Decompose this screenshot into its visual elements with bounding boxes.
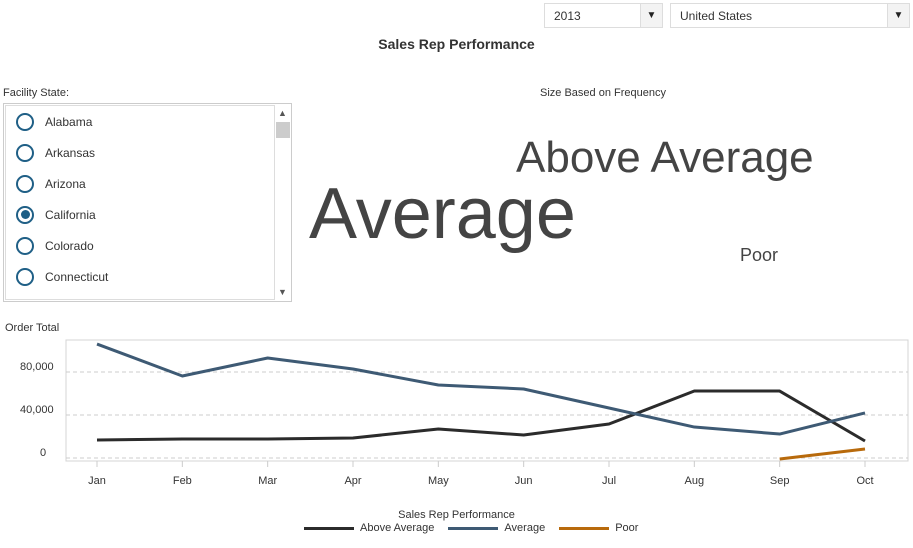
x-tick-label: Aug bbox=[685, 475, 705, 487]
x-tick-label: Feb bbox=[173, 475, 192, 487]
list-item[interactable]: District of Columbia bbox=[6, 292, 274, 299]
radio-button[interactable] bbox=[16, 174, 34, 193]
x-tick-label: Apr bbox=[344, 475, 361, 487]
legend-label: Poor bbox=[615, 522, 639, 534]
facility-state-label: Facility State: bbox=[3, 87, 70, 99]
scroll-down-icon[interactable]: ▼ bbox=[278, 287, 287, 297]
list-item[interactable]: Colorado bbox=[6, 230, 274, 261]
list-item[interactable]: Connecticut bbox=[6, 261, 274, 292]
legend-label: Average bbox=[504, 522, 546, 534]
legend-title: Sales Rep Performance bbox=[398, 509, 515, 521]
list-item[interactable]: Arizona bbox=[6, 168, 274, 199]
legend-swatch bbox=[448, 526, 499, 530]
legend-swatch bbox=[304, 526, 354, 530]
series-line-poor bbox=[779, 447, 866, 461]
legend-swatch bbox=[559, 526, 610, 530]
country-dropdown[interactable]: United States ▼ bbox=[670, 3, 910, 28]
x-tick-label: Mar bbox=[258, 475, 277, 487]
radio-button[interactable] bbox=[16, 267, 34, 286]
plot-frame bbox=[65, 339, 909, 462]
legend-item[interactable]: Average bbox=[448, 522, 545, 534]
radio-button[interactable] bbox=[16, 298, 34, 299]
list-item[interactable]: Alabama bbox=[6, 106, 274, 137]
series-line-above-average bbox=[96, 389, 866, 443]
list-item-label: Arizona bbox=[45, 176, 86, 191]
radio-button[interactable] bbox=[16, 205, 34, 224]
scrollbar-thumb[interactable] bbox=[276, 122, 290, 138]
scrollbar[interactable]: ▲ ▼ bbox=[274, 105, 290, 300]
y-axis-label: Order Total bbox=[5, 322, 60, 334]
facility-state-list[interactable]: Alabama Arkansas Arizona California Colorado… bbox=[3, 103, 292, 302]
chevron-down-icon[interactable]: ▼ bbox=[640, 4, 662, 27]
legend-item[interactable]: Above Average bbox=[304, 522, 434, 534]
x-tick-label: Jun bbox=[515, 475, 533, 487]
year-value: 2013 bbox=[554, 8, 581, 23]
radio-button[interactable] bbox=[16, 236, 34, 255]
list-item-label: Alabama bbox=[45, 114, 93, 129]
radio-button[interactable] bbox=[16, 143, 34, 162]
word-above-average[interactable]: Above Average bbox=[516, 133, 814, 182]
x-tick-label: Jul bbox=[602, 475, 616, 487]
legend-label: Above Average bbox=[360, 522, 435, 534]
word-poor[interactable]: Poor bbox=[740, 245, 779, 265]
page-title: Sales Rep Performance bbox=[378, 36, 535, 52]
list-item[interactable]: California bbox=[6, 199, 274, 230]
x-tick-label: Oct bbox=[856, 475, 873, 487]
series-line-average bbox=[96, 342, 866, 436]
list-item-label: California bbox=[45, 207, 96, 222]
order-total-line-chart: 0 40,000 80,000 Jan Feb Mar Apr May Jun Jul Aug Sep… bbox=[20, 339, 909, 487]
list-item[interactable]: Arkansas bbox=[6, 137, 274, 168]
list-item-label: Connecticut bbox=[45, 269, 109, 284]
x-tick-label: Jan bbox=[88, 475, 106, 487]
y-tick-label: 80,000 bbox=[20, 361, 54, 373]
country-value: United States bbox=[680, 8, 753, 23]
legend: Above Average Average Poor bbox=[304, 522, 652, 534]
y-tick-label: 0 bbox=[40, 447, 46, 459]
radio-button[interactable] bbox=[16, 112, 34, 131]
word-average[interactable]: Average bbox=[309, 174, 576, 254]
legend-item[interactable]: Poor bbox=[559, 522, 638, 534]
chevron-down-icon[interactable]: ▼ bbox=[887, 4, 909, 27]
year-dropdown[interactable]: 2013 ▼ bbox=[544, 3, 663, 28]
list-item-label: Colorado bbox=[45, 238, 94, 253]
list-item-label: Arkansas bbox=[45, 145, 96, 160]
x-tick-label: May bbox=[428, 475, 449, 487]
x-tick-label: Sep bbox=[770, 475, 790, 487]
scroll-up-icon[interactable]: ▲ bbox=[278, 108, 287, 118]
word-cloud-label: Size Based on Frequency bbox=[540, 87, 666, 99]
y-tick-label: 40,000 bbox=[20, 404, 54, 416]
